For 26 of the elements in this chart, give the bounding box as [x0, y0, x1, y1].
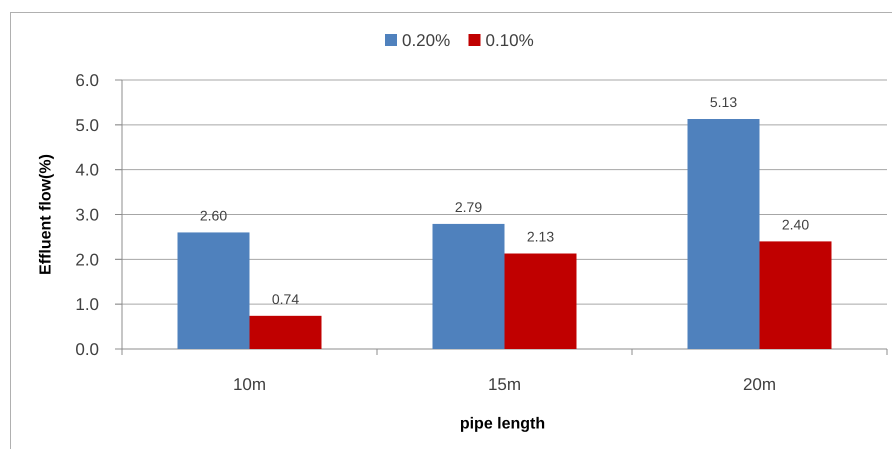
text: 2.79	[454, 198, 482, 215]
x-tick-label: 15m	[488, 374, 522, 394]
y-tick-label: 0.0	[75, 340, 99, 359]
legend-label: 0.10%	[486, 30, 534, 50]
bar	[178, 232, 250, 349]
x-axis-title: pipe length	[460, 416, 546, 433]
y-tick-label: 3.0	[75, 205, 99, 224]
text: 2.13	[526, 228, 554, 245]
legend-label: 0.20%	[402, 30, 450, 50]
text: 5.13	[710, 94, 738, 110]
y-tick-label: 1.0	[75, 295, 99, 314]
y-tick-label: 4.0	[75, 160, 99, 180]
text: 2.40	[782, 216, 810, 232]
y-axis-title: Effluent flow(%)	[38, 154, 55, 275]
x-tick-label: 20m	[742, 374, 776, 394]
bar	[688, 119, 760, 349]
y-tick-label: 2.0	[75, 250, 99, 270]
text: 0.74	[272, 290, 300, 307]
bar	[504, 254, 576, 349]
text: 2.60	[200, 207, 228, 224]
bar	[250, 316, 322, 349]
bar	[432, 224, 504, 349]
x-tick-label: 10m	[232, 374, 266, 394]
y-tick-label: 6.0	[75, 70, 99, 90]
bar	[760, 241, 832, 349]
y-tick-label: 5.0	[75, 116, 99, 135]
